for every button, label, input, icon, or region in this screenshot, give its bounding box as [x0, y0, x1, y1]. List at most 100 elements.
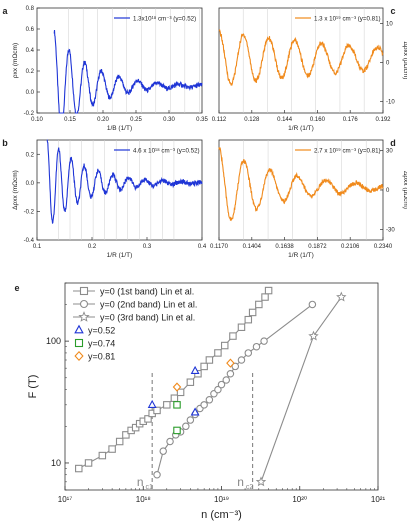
panel-b-curve — [46, 139, 203, 224]
legend-1-label: y=0 (2nd band) Lin et al. — [100, 300, 197, 310]
series-1-point — [159, 447, 167, 455]
panel-e-xtick-label: 10¹⁸ — [136, 495, 151, 504]
series-2-point — [255, 476, 267, 487]
legend-0-label: y=0 (1st band) Lin et al. — [100, 287, 194, 297]
panel-a-ylabel: ρxx (mΩcm) — [12, 43, 19, 78]
panel-c-ytick-label: 0 — [386, 60, 390, 66]
panel-a-ytick-label: 0.0 — [26, 90, 35, 96]
series-2-line — [260, 296, 342, 483]
legend-2-label: y=0 (3rd band) Lin et al. — [100, 313, 195, 323]
series-1-point — [252, 342, 261, 351]
panel-e-letter: e — [14, 283, 19, 293]
panel-a-ytick-label: 0.4 — [26, 48, 35, 54]
panel-a-xtick-label: 0.15 — [64, 117, 76, 123]
series-0-point — [115, 437, 124, 446]
series-1-point — [222, 376, 230, 384]
panel-e-critical-label: n — [137, 475, 144, 489]
panel-b-xtick-label: 0.2 — [88, 244, 97, 250]
series-0-point — [122, 431, 130, 439]
legend-3-marker — [74, 324, 84, 334]
series-0-point — [229, 332, 237, 340]
panel-d-legend-label: 2.7 x 10¹⁹ cm⁻³ (y=0.81) — [314, 148, 381, 155]
panel-c-xtick-label: 0.160 — [310, 117, 326, 123]
panel-b-ylabel: Δρxx (mΩcm) — [12, 170, 19, 210]
panel-d-ytick-label: 30 — [386, 149, 393, 155]
panel-b-ytick-label: 0.2 — [26, 152, 35, 158]
series-1-point — [231, 362, 240, 371]
panel-a-ytick-label: 0.6 — [26, 27, 35, 33]
series-3-point — [190, 365, 200, 374]
panel-c-frame — [218, 7, 384, 114]
panel-d-xtick-label: 0.1872 — [308, 244, 327, 250]
series-0-point — [220, 341, 229, 350]
series-0-point — [75, 464, 83, 473]
panel-e-xtick-label: 10¹⁹ — [214, 495, 229, 504]
panel-a-xtick-label: 0.25 — [130, 117, 142, 123]
panel-e-ylabel: F (T) — [27, 375, 39, 399]
series-0-point — [108, 445, 116, 453]
panel-b-ytick-label: -0.2 — [24, 209, 35, 215]
series-1-point — [200, 401, 208, 409]
legend-5-marker — [74, 350, 84, 362]
series-0-point — [237, 323, 246, 331]
series-1-point — [237, 356, 246, 364]
legend-0-marker — [79, 286, 89, 296]
panel-e-critical-label: n — [237, 475, 244, 489]
panel-a-xtick-label: 0.30 — [163, 117, 175, 123]
panel-e-xlabel: n (cm⁻³) — [201, 509, 242, 521]
series-0-point — [214, 349, 222, 357]
panel-d-xlabel: 1/R (1/T) — [288, 252, 314, 259]
series-2-point — [336, 291, 347, 302]
panel-b-xtick-label: 0.3 — [143, 244, 152, 250]
series-0-point — [153, 406, 161, 415]
series-0-point — [144, 415, 152, 423]
legend-3-label: y=0.52 — [88, 326, 115, 336]
panel-b-xtick-label: 0.1 — [33, 244, 42, 250]
series-0-point — [131, 423, 140, 432]
panel-a-ytick-label: 0.2 — [26, 69, 35, 75]
series-1-point — [186, 416, 195, 424]
panel-a-xtick-label: 0.10 — [31, 117, 43, 123]
series-1-point — [260, 337, 268, 345]
panel-e-critical-sub: c2 — [246, 484, 254, 491]
panel-c-ytick-label: 10 — [386, 22, 393, 28]
series-0-point — [163, 401, 171, 409]
series-0-point — [170, 394, 179, 402]
panel-d-xtick-label: 0.2340 — [374, 244, 393, 250]
legend-4-label: y=0.74 — [88, 339, 115, 349]
series-4-point — [173, 401, 181, 409]
panel-e-critical-sub: c1 — [145, 484, 153, 491]
panel-c-xlabel: 1/R (1/T) — [288, 125, 314, 132]
legend-5-label: y=0.81 — [88, 352, 115, 362]
panel-a-legend-label: 1.3x10¹⁸ cm⁻³ (y=0.52) — [133, 16, 196, 23]
series-1-point — [217, 380, 226, 389]
panel-b-ytick-label: -0.4 — [24, 238, 35, 244]
panel-a-xtick-label: 0.35 — [196, 117, 208, 123]
panel-c-ytick-label: -10 — [386, 99, 395, 105]
series-5-point — [226, 358, 235, 368]
panel-c-xtick-label: 0.144 — [277, 117, 293, 123]
panel-d-ylabel: Δρxx (μΩcm) — [402, 171, 407, 209]
series-1-point — [244, 349, 253, 357]
panel-d-xtick-label: 0.1170 — [210, 244, 229, 250]
series-0-point — [200, 362, 208, 371]
series-0-point — [205, 356, 214, 364]
panel-d-ytick-label: 0 — [386, 188, 390, 194]
legend-2-marker — [78, 311, 90, 322]
legend-1-marker — [79, 299, 89, 309]
panel-c-legend-label: 1.3 x 10¹⁹ cm⁻³ (y=0.81) — [314, 16, 381, 23]
series-1-point — [153, 471, 161, 479]
series-0-point — [255, 300, 263, 309]
panel-a-letter: a — [2, 6, 8, 16]
panel-c-xtick-label: 0.128 — [244, 117, 260, 123]
series-0-point — [98, 451, 107, 460]
series-1-point — [214, 385, 222, 394]
panel-a-ytick-label: -0.2 — [24, 111, 35, 117]
panel-c-xtick-label: 0.112 — [212, 117, 227, 123]
panel-d-curve — [218, 146, 384, 222]
panel-d-xtick-label: 0.1404 — [243, 244, 262, 250]
panel-a-xtick-label: 0.20 — [97, 117, 109, 123]
series-0-point — [186, 378, 195, 386]
series-3-point — [190, 407, 200, 416]
panel-d-ytick-label: -30 — [386, 227, 395, 233]
